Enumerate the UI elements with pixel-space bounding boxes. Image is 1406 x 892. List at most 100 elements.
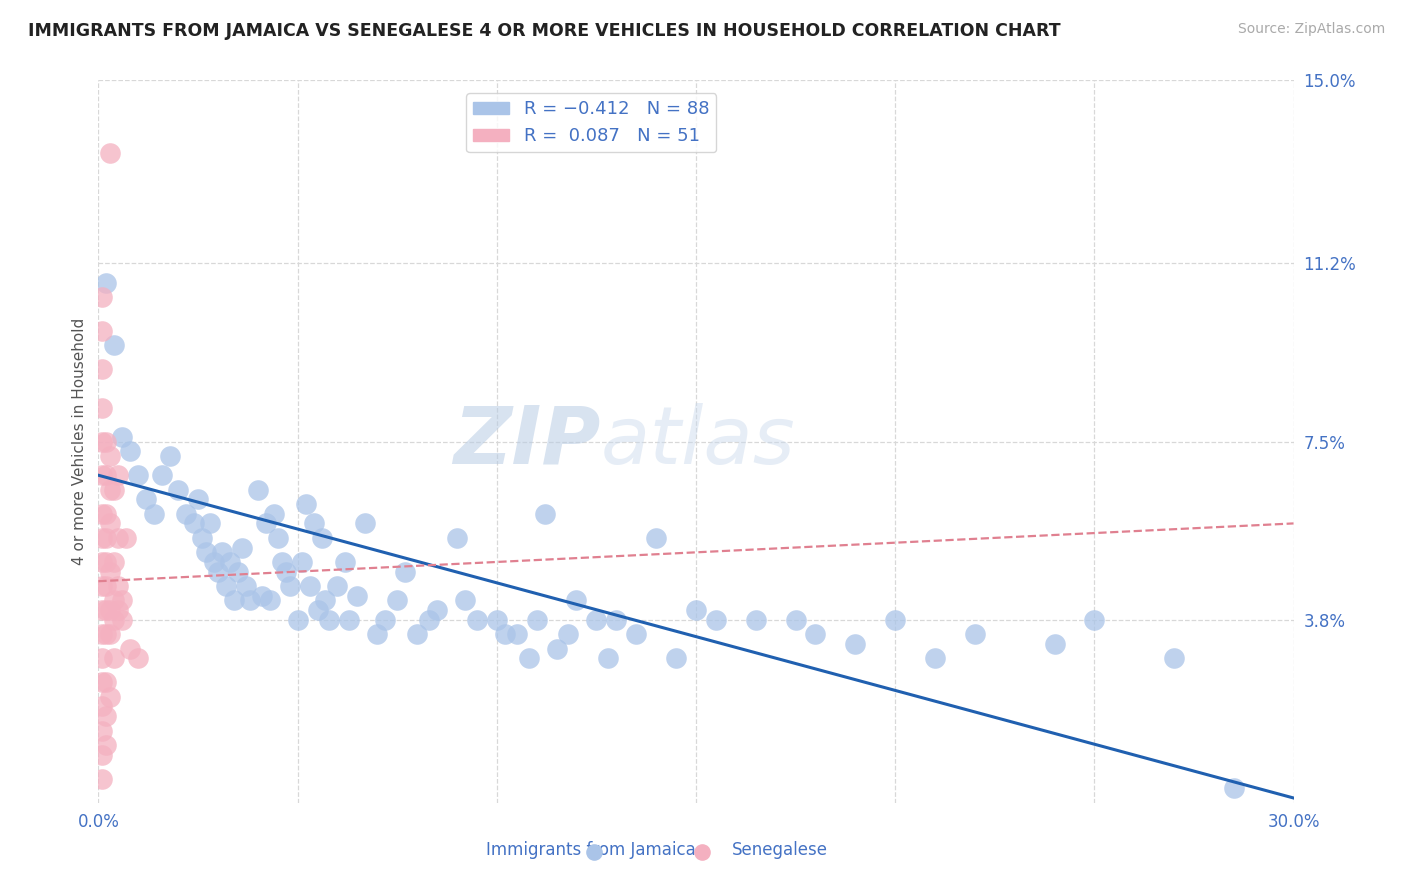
Point — [127, 468, 149, 483]
Point — [685, 603, 707, 617]
Point — [120, 444, 142, 458]
Point — [98, 483, 122, 497]
Point — [96, 675, 118, 690]
Point — [546, 641, 568, 656]
Point — [318, 613, 340, 627]
Point — [1043, 637, 1066, 651]
Point — [287, 613, 309, 627]
Point — [191, 531, 214, 545]
Point — [235, 579, 257, 593]
Point — [96, 531, 118, 545]
Point — [195, 545, 218, 559]
Point — [259, 593, 281, 607]
Point — [211, 545, 233, 559]
Point — [278, 579, 301, 593]
Text: IMMIGRANTS FROM JAMAICA VS SENEGALESE 4 OR MORE VEHICLES IN HOUSEHOLD CORRELATIO: IMMIGRANTS FROM JAMAICA VS SENEGALESE 4 … — [28, 22, 1060, 40]
Point — [91, 772, 114, 786]
Point — [103, 613, 125, 627]
Point — [565, 593, 588, 607]
Point — [91, 603, 114, 617]
Point — [294, 497, 316, 511]
Point — [91, 627, 114, 641]
Point — [143, 507, 166, 521]
Point — [111, 430, 134, 444]
Point — [1083, 613, 1105, 627]
Point — [307, 603, 329, 617]
Point — [315, 593, 337, 607]
Point — [884, 613, 907, 627]
Legend: R = −0.412   N = 88, R =  0.087   N = 51: R = −0.412 N = 88, R = 0.087 N = 51 — [465, 93, 717, 153]
Point — [98, 690, 122, 704]
Text: Immigrants from Jamaica: Immigrants from Jamaica — [486, 841, 696, 859]
Point — [96, 603, 118, 617]
Point — [267, 531, 290, 545]
Point — [187, 492, 209, 507]
Text: ZIP: ZIP — [453, 402, 600, 481]
Point — [91, 434, 114, 449]
Point — [354, 516, 377, 531]
Point — [98, 603, 122, 617]
Point — [107, 531, 129, 545]
Point — [103, 338, 125, 352]
Point — [385, 593, 409, 607]
Point — [96, 738, 118, 752]
Point — [91, 468, 114, 483]
Point — [120, 641, 142, 656]
Point — [103, 483, 125, 497]
Point — [494, 627, 516, 641]
Point — [96, 709, 118, 723]
Point — [207, 565, 229, 579]
Point — [91, 699, 114, 714]
Point — [96, 434, 118, 449]
Point — [215, 579, 238, 593]
Point — [785, 613, 807, 627]
Point — [96, 507, 118, 521]
Point — [454, 593, 477, 607]
Point — [270, 555, 292, 569]
Point — [91, 324, 114, 338]
Point — [231, 541, 253, 555]
Point — [254, 516, 277, 531]
Point — [91, 290, 114, 304]
Text: atlas: atlas — [600, 402, 796, 481]
Point — [335, 555, 357, 569]
Point — [665, 651, 688, 665]
Point — [804, 627, 827, 641]
Point — [91, 531, 114, 545]
Point — [107, 603, 129, 617]
Point — [91, 579, 114, 593]
Point — [91, 723, 114, 738]
Point — [91, 651, 114, 665]
Point — [96, 627, 118, 641]
Point — [1223, 781, 1246, 796]
Point — [98, 449, 122, 463]
Point — [465, 613, 488, 627]
Point — [103, 555, 125, 569]
Point — [107, 579, 129, 593]
Point — [585, 613, 607, 627]
Point — [219, 555, 242, 569]
Point — [924, 651, 946, 665]
Point — [183, 516, 205, 531]
Point — [103, 593, 125, 607]
Point — [91, 747, 114, 762]
Text: Source: ZipAtlas.com: Source: ZipAtlas.com — [1237, 22, 1385, 37]
Point — [111, 593, 134, 607]
Point — [605, 613, 627, 627]
Point — [963, 627, 986, 641]
Point — [202, 555, 225, 569]
Point — [167, 483, 190, 497]
Point — [263, 507, 285, 521]
Point — [226, 565, 249, 579]
Point — [302, 516, 325, 531]
Point — [174, 507, 197, 521]
Y-axis label: 4 or more Vehicles in Household: 4 or more Vehicles in Household — [72, 318, 87, 566]
Point — [98, 565, 122, 579]
Point — [115, 531, 138, 545]
Point — [91, 675, 114, 690]
Point — [346, 589, 368, 603]
Point — [311, 531, 333, 545]
Point — [111, 613, 134, 627]
Point — [198, 516, 221, 531]
Point — [159, 449, 181, 463]
